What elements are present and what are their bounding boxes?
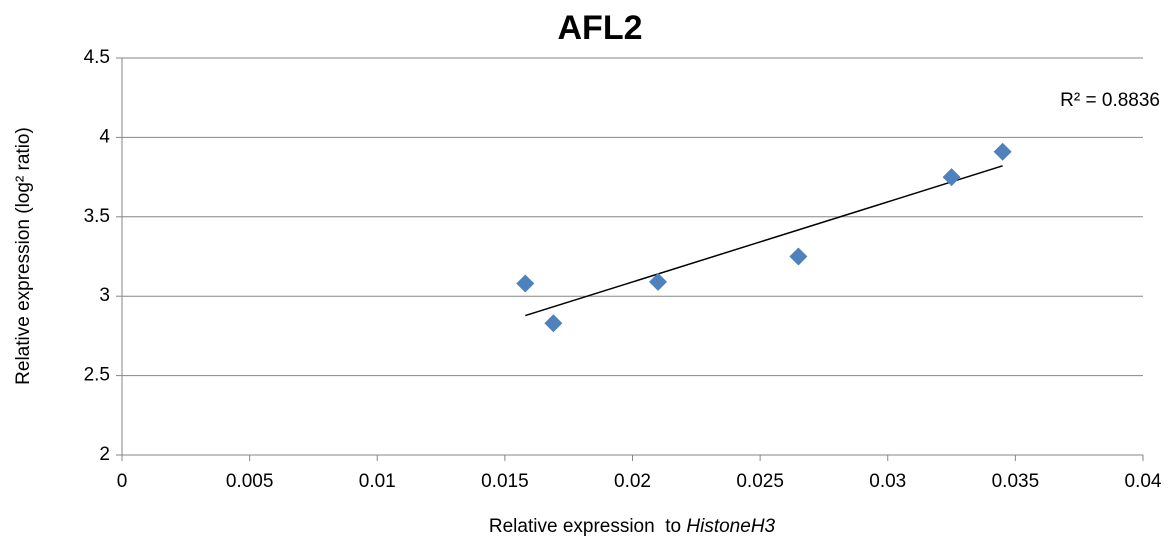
data-point	[516, 274, 535, 293]
x-axis-label-italic: HistoneH3	[686, 516, 775, 537]
data-point	[649, 272, 668, 291]
data-point	[544, 314, 563, 333]
x-axis-label: Relative expression to HistoneH3	[489, 516, 776, 537]
data-point	[789, 247, 808, 266]
y-tick-label: 4	[99, 126, 110, 147]
data-point	[993, 142, 1012, 161]
x-tick-label: 0.01	[359, 471, 396, 492]
y-axis-label: Relative expression (log² ratio)	[13, 127, 34, 385]
x-tick-label: 0.02	[614, 471, 651, 492]
x-tick-label: 0.025	[736, 471, 784, 492]
x-axis-label-text: Relative expression to	[489, 516, 687, 537]
trendline	[525, 165, 1003, 317]
x-tick-label: 0.04	[1125, 471, 1162, 492]
x-tick-label: 0.035	[992, 471, 1040, 492]
data-point	[942, 168, 961, 187]
chart-title: AFL2	[558, 9, 643, 47]
trendline-label: R² = 0.8836	[1060, 90, 1160, 111]
y-tick-label: 2	[99, 444, 110, 465]
y-tick-label: 3	[99, 285, 110, 306]
y-tick-label: 3.5	[84, 206, 110, 227]
x-tick-label: 0.03	[869, 471, 906, 492]
x-tick-label: 0.015	[481, 471, 529, 492]
y-tick-label: 4.5	[84, 47, 110, 68]
x-tick-label: 0.005	[226, 471, 274, 492]
y-tick-label: 2.5	[84, 365, 110, 386]
x-tick-label: 0	[117, 471, 128, 492]
